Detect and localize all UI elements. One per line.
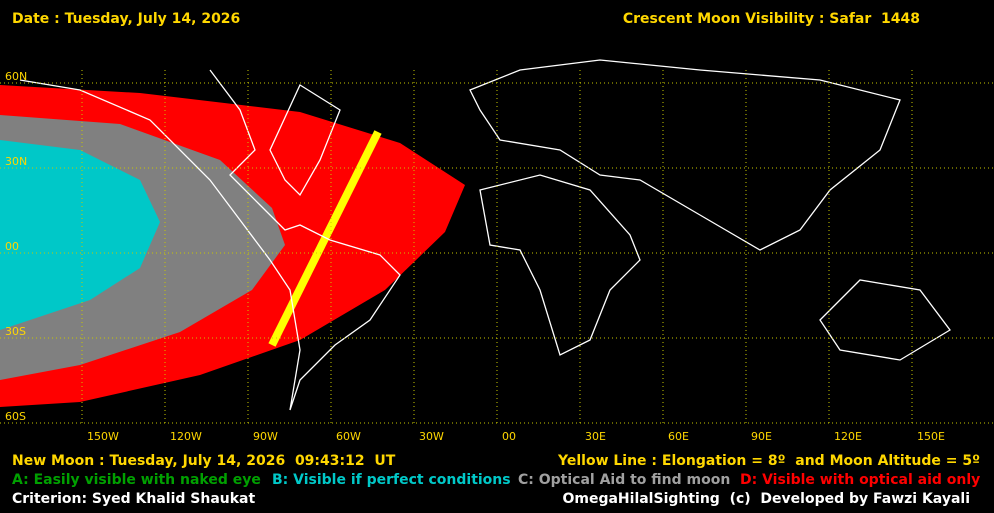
australia: [819, 279, 951, 361]
lat-label: 60S: [5, 410, 26, 423]
legend-d: D: Visible with optical aid only: [740, 472, 980, 488]
credit: OmegaHilalSighting (c) Developed by Fawz…: [562, 491, 970, 507]
new-moon: New Moon : Tuesday, July 14, 2026 09:43:…: [12, 453, 396, 469]
lon-label: 30W: [419, 430, 444, 443]
lat-label: 30S: [5, 325, 26, 338]
legend-a: A: Easily visible with naked eye: [12, 472, 261, 488]
lon-label: 120E: [834, 430, 862, 443]
lon-label: 60W: [336, 430, 361, 443]
north-america-east: [269, 84, 341, 197]
visibility-zones: [0, 85, 465, 407]
lon-label: 120W: [170, 430, 202, 443]
yellow-line-note: Yellow Line : Elongation = 8º and Moon A…: [557, 453, 980, 469]
lat-label: 60N: [5, 70, 27, 83]
lon-label: 150E: [917, 430, 945, 443]
title: Crescent Moon Visibility : Safar 1448: [623, 11, 920, 27]
zone-b: [0, 140, 160, 330]
americas: [19, 69, 401, 411]
graticule: 60N 30N 00 30S 60S 150W 120W 90W 60W 30W 00 30E 60E 9…: [0, 70, 994, 443]
lon-label: 150W: [87, 430, 119, 443]
coastlines: [19, 59, 951, 411]
eurasia: [469, 59, 901, 251]
date: Date : Tuesday, July 14, 2026: [12, 11, 240, 27]
legend-c: C: Optical Aid to find moon: [518, 472, 730, 488]
lon-label: 90W: [253, 430, 278, 443]
africa: [479, 174, 641, 356]
lon-label: 60E: [668, 430, 689, 443]
lon-label: 90E: [751, 430, 772, 443]
legend-b: B: Visible if perfect conditions: [272, 472, 511, 488]
lon-label: 00: [502, 430, 516, 443]
lat-label: 00: [5, 240, 19, 253]
lat-label: 30N: [5, 155, 27, 168]
lon-label: 30E: [585, 430, 606, 443]
criterion: Criterion: Syed Khalid Shaukat: [12, 491, 256, 507]
